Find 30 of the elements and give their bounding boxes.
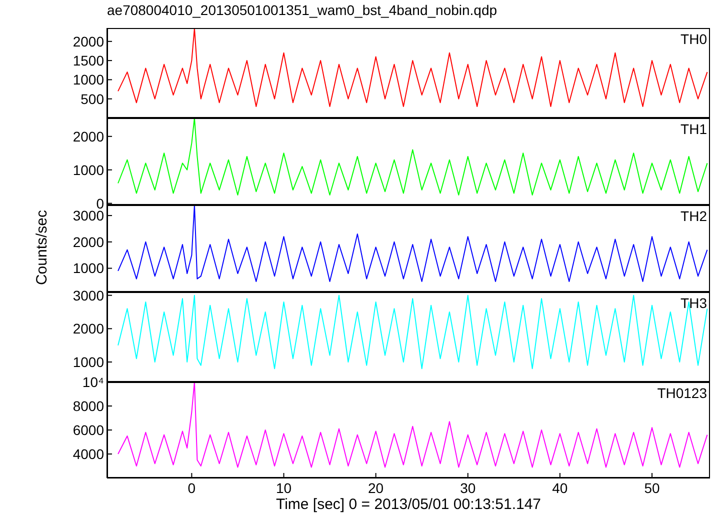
- series-label: TH0123: [657, 385, 707, 401]
- y-tick-label: 1000: [72, 354, 104, 370]
- x-tick-label: 0: [188, 480, 196, 496]
- x-tick-label: 40: [552, 480, 568, 496]
- series-label: TH2: [680, 208, 707, 224]
- y-tick-label: 2000: [72, 320, 104, 337]
- series-label: TH3: [680, 295, 707, 311]
- y-tick-label: 1000: [72, 72, 104, 88]
- chart-title: ae708004010_20130501001351_wam0_bst_4band_nobin.qdp: [107, 2, 498, 18]
- y-tick-label: 10⁴: [82, 374, 104, 390]
- line-series: [118, 294, 708, 370]
- y-tick-label: 3000: [72, 287, 104, 304]
- y-tick-label: 6000: [72, 422, 104, 438]
- y-axis-title: Counts/sec: [34, 208, 50, 287]
- y-tick-label: 2000: [72, 234, 104, 250]
- series-label: TH0: [680, 31, 707, 47]
- y-tick-label: 2000: [72, 128, 104, 144]
- series-label: TH1: [680, 121, 707, 137]
- y-tick-label: 2000: [72, 33, 104, 50]
- x-axis-title: Time [sec] 0 = 2013/05/01 00:13:51.147: [274, 496, 542, 513]
- y-tick-label: 500: [80, 90, 104, 107]
- y-tick-label: 1000: [72, 162, 104, 178]
- y-tick-label: 8000: [72, 398, 104, 414]
- x-tick-label: 30: [460, 480, 476, 496]
- y-tick-label: 1000: [72, 260, 104, 276]
- x-tick-label: 50: [644, 480, 660, 496]
- x-tick-label: 20: [368, 480, 384, 496]
- y-tick-label: 4000: [72, 446, 104, 462]
- x-tick-label: 10: [276, 480, 292, 496]
- y-tick-label: 1500: [72, 52, 104, 69]
